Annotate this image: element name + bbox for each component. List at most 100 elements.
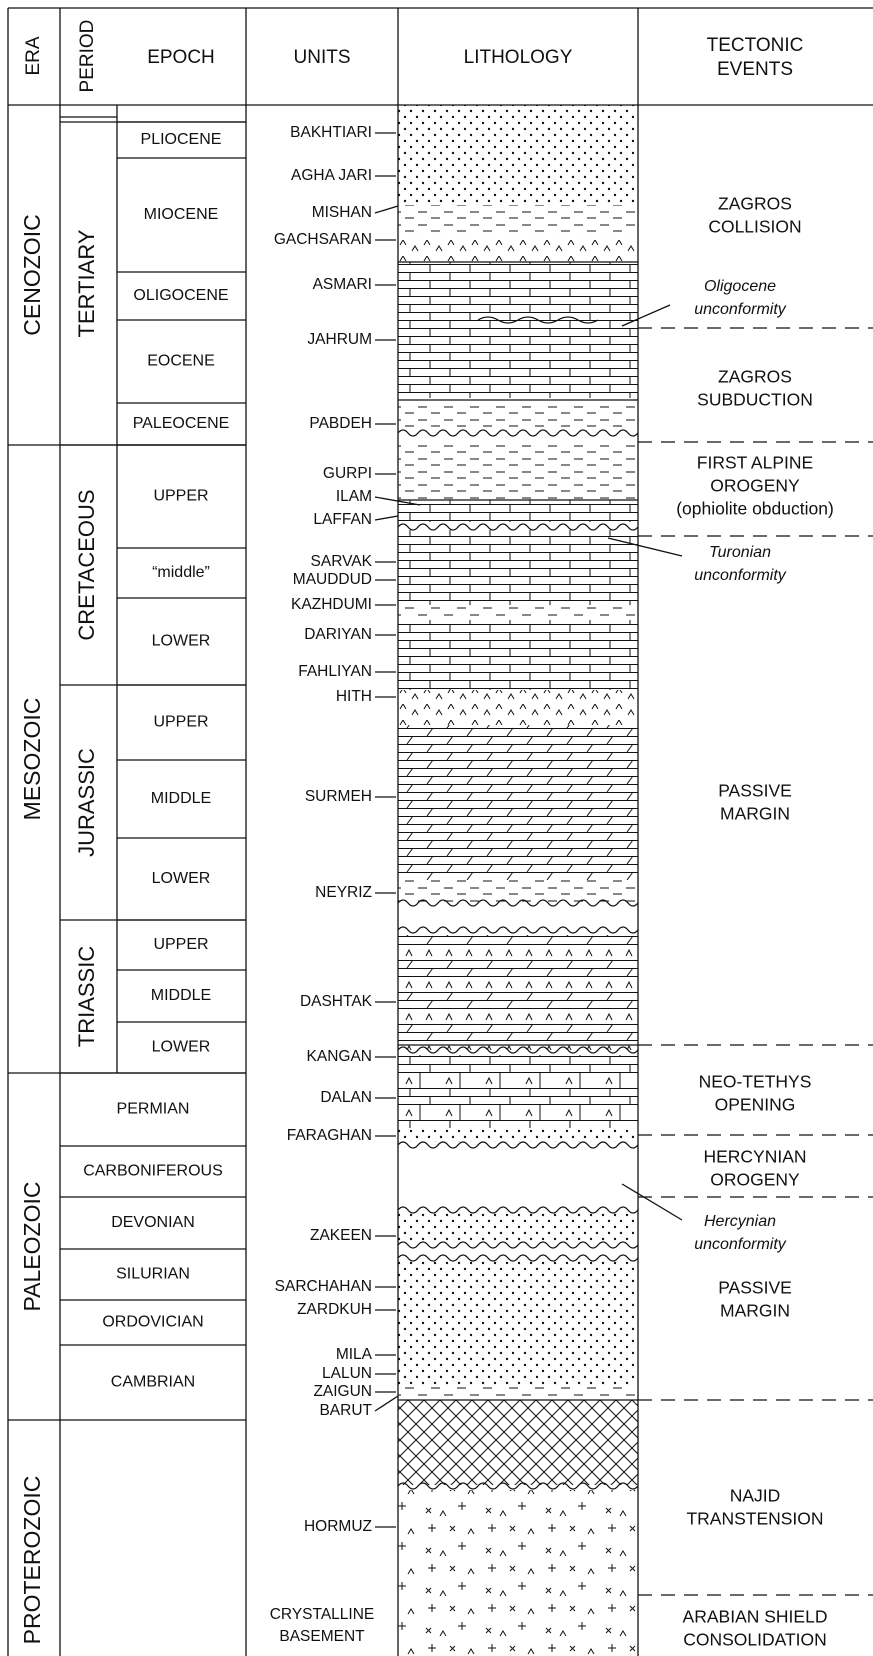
tectonic-event: NEO-TETHYS	[699, 1072, 812, 1092]
unit-label: PABDEH	[309, 415, 372, 432]
header-lithology: LITHOLOGY	[464, 47, 573, 68]
header-era: ERA	[23, 36, 44, 75]
lithology-shale	[398, 880, 638, 902]
tectonic-event: MARGIN	[720, 804, 790, 824]
epoch-label: MIOCENE	[144, 206, 219, 223]
unconformity	[397, 429, 639, 437]
labels: ERA PERIOD EPOCH UNITS LITHOLOGY TECTONIC EVEN…	[19, 20, 834, 1650]
lithology-salt	[398, 1400, 638, 1485]
tectonic-event: FIRST ALPINE	[697, 453, 813, 473]
unit-label: SURMEH	[305, 788, 372, 805]
lithology-dolo	[398, 725, 638, 880]
unit-label: AGHA JARI	[291, 167, 372, 184]
unit-label: SARVAK	[311, 553, 373, 570]
header-period: PERIOD	[77, 20, 98, 93]
unit-label: GURPI	[323, 465, 372, 482]
epoch-label: MIDDLE	[151, 987, 211, 1004]
header-units: UNITS	[294, 47, 351, 68]
tectonic-event: MARGIN	[720, 1301, 790, 1321]
epoch-label: UPPER	[153, 936, 208, 953]
tectonic-event: PASSIVE	[718, 1278, 792, 1298]
lithology-lime	[398, 620, 638, 690]
lithology-shale	[398, 605, 638, 620]
header-tectonic: EVENTS	[717, 59, 793, 80]
unconformity	[397, 1046, 639, 1054]
epoch-label: PALEOCENE	[133, 415, 230, 432]
epoch-label: LOWER	[152, 870, 211, 887]
unconformity-note: unconformity	[694, 1236, 787, 1253]
tectonic-event: COLLISION	[708, 217, 801, 237]
epoch-label: UPPER	[153, 488, 208, 505]
tectonic-event: PASSIVE	[718, 781, 792, 801]
period-label: SILURIAN	[116, 1266, 190, 1283]
lithology-evap	[398, 690, 638, 725]
epoch-label: OLIGOCENE	[133, 287, 228, 304]
unconformity-note: unconformity	[694, 567, 787, 584]
tectonic-event: HERCYNIAN	[703, 1147, 806, 1167]
era-label: MESOZOIC	[19, 698, 45, 821]
period-label: CARBONIFEROUS	[83, 1163, 223, 1180]
unit-label: HORMUZ	[304, 1518, 372, 1535]
epoch-label: LOWER	[152, 1039, 211, 1056]
unit-label: LALUN	[322, 1365, 372, 1382]
header-tectonic: TECTONIC	[707, 35, 804, 56]
lithology-dots	[398, 1128, 638, 1142]
tectonic-event: SUBDUCTION	[697, 390, 813, 410]
unit-label: DASHTAK	[300, 993, 373, 1010]
unit-label: ILAM	[336, 488, 372, 505]
unit-label: FARAGHAN	[287, 1127, 372, 1144]
lithology-dots	[398, 105, 638, 205]
lithology-shale	[398, 440, 638, 500]
rule	[374, 515, 399, 521]
unconformity	[397, 1206, 639, 1214]
tectonic-event: ARABIAN SHIELD	[683, 1607, 828, 1627]
unconformity-note: Oligocene	[704, 278, 776, 295]
tectonic-event: NAJID	[730, 1486, 781, 1506]
unconformity-note: unconformity	[694, 301, 787, 318]
unit-label: MISHAN	[312, 204, 372, 221]
lithology-shale	[398, 205, 638, 235]
unconformity	[397, 1482, 639, 1490]
tectonic-event: CONSOLIDATION	[683, 1630, 827, 1650]
period-label: ORDOVICIAN	[102, 1314, 203, 1331]
unit-label: DALAN	[320, 1089, 372, 1106]
unit-label: CRYSTALLINE	[270, 1606, 375, 1623]
unit-label: ZAIGUN	[313, 1383, 372, 1400]
unconformity	[397, 926, 639, 934]
table-grid	[7, 7, 873, 1656]
unit-label: HITH	[336, 688, 372, 705]
era-label: PALEOZOIC	[19, 1182, 45, 1312]
tectonic-event: ZAGROS	[718, 194, 792, 214]
rule	[374, 496, 421, 506]
epoch-label: PLIOCENE	[141, 131, 222, 148]
rule	[374, 1395, 399, 1412]
unit-label: NEYRIZ	[315, 884, 372, 901]
lithology-lime-evap	[398, 1055, 638, 1128]
header-epoch: EPOCH	[147, 47, 215, 68]
period-label: TERTIARY	[74, 229, 99, 337]
unconformity-note: Hercynian	[704, 1213, 776, 1230]
tectonic-event: TRANSTENSION	[686, 1509, 823, 1529]
era-label: CENOZOIC	[19, 214, 45, 335]
lithology-lime	[398, 262, 638, 398]
unit-label: GACHSARAN	[274, 231, 372, 248]
period-label: PERMIAN	[117, 1101, 190, 1118]
tectonic-event: OROGENY	[710, 476, 800, 496]
epoch-label: LOWER	[152, 633, 211, 650]
unconformity	[397, 1141, 639, 1149]
epoch-label: MIDDLE	[151, 790, 211, 807]
lithology-evap	[398, 235, 638, 262]
tectonic-event: (ophiolite obduction)	[676, 499, 834, 519]
unit-label: BAKHTIARI	[290, 124, 372, 141]
period-label: DEVONIAN	[111, 1214, 195, 1231]
period-label: CRETACEOUS	[74, 489, 99, 640]
lithology-lime	[398, 530, 638, 605]
unit-label: KANGAN	[307, 1048, 372, 1065]
unit-label: KAZHDUMI	[291, 596, 372, 613]
tectonic-event: ZAGROS	[718, 367, 792, 387]
unit-label: LAFFAN	[313, 511, 372, 528]
lithology-lime	[398, 500, 638, 522]
epoch-label: UPPER	[153, 714, 208, 731]
epoch-label: EOCENE	[147, 353, 215, 370]
